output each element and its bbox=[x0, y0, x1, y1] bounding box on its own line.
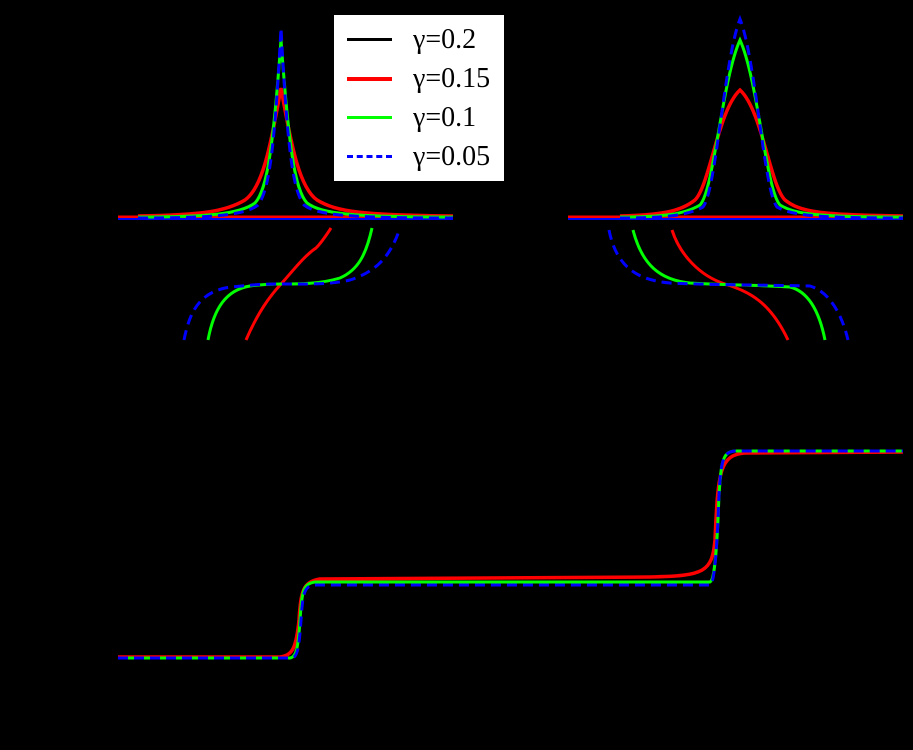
legend-swatch-black-solid bbox=[347, 38, 392, 41]
panel-bottom bbox=[118, 449, 904, 660]
legend: γ=0.2 γ=0.15 γ=0.1 γ=0.05 bbox=[333, 14, 505, 182]
panel-top-left bbox=[118, 27, 454, 341]
curve-gamma-0.1-real bbox=[206, 227, 374, 341]
legend-label: γ=0.2 bbox=[413, 24, 477, 55]
legend-item-gamma-0.05: γ=0.05 bbox=[334, 138, 504, 176]
legend-item-gamma-0.2: γ=0.2 bbox=[334, 21, 504, 59]
curve-gamma-0.15-peak bbox=[137, 87, 454, 218]
curve-gamma-0.05-real bbox=[182, 227, 402, 341]
legend-swatch-green-solid bbox=[347, 116, 392, 119]
legend-swatch-blue-dashed bbox=[347, 155, 392, 158]
legend-swatch-red-solid bbox=[347, 77, 392, 81]
curve-gamma-0.05-step bbox=[118, 449, 903, 660]
legend-label: γ=0.05 bbox=[413, 141, 491, 172]
legend-label: γ=0.15 bbox=[413, 63, 491, 94]
curve-gamma-0.05-peak bbox=[137, 27, 454, 220]
curve-gamma-0.1-step bbox=[118, 449, 903, 660]
curve-gamma-0.1-peak bbox=[619, 36, 904, 219]
legend-label: γ=0.1 bbox=[413, 102, 477, 133]
legend-item-gamma-0.15: γ=0.15 bbox=[334, 60, 504, 98]
curve-gamma-0.05-real bbox=[607, 229, 850, 341]
legend-item-gamma-0.1: γ=0.1 bbox=[334, 99, 504, 137]
curve-gamma-0.15-peak bbox=[619, 87, 904, 218]
panel-top-right bbox=[568, 14, 904, 341]
curve-gamma-0.15-real bbox=[244, 227, 333, 341]
curve-gamma-0.15-step bbox=[118, 450, 904, 659]
curve-gamma-0.05-peak bbox=[619, 14, 904, 220]
